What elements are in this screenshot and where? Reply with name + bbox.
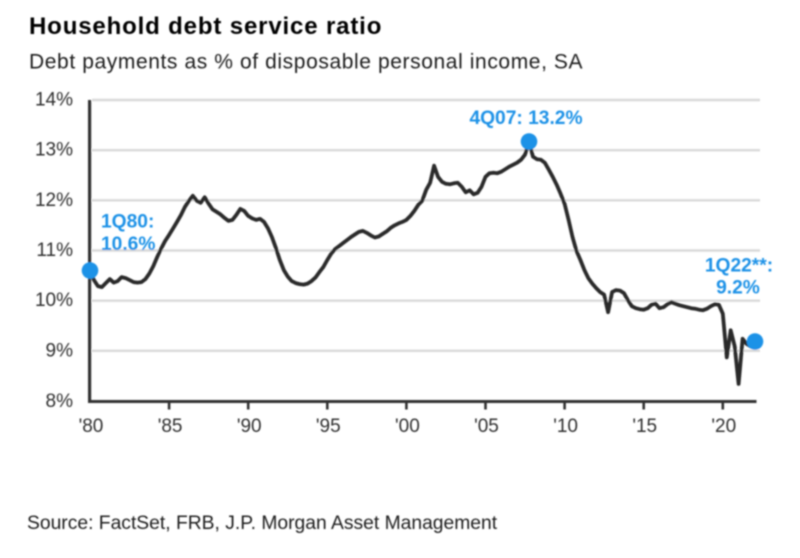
svg-text:8%: 8% [46,391,74,412]
svg-text:Household debt service ratio: Household debt service ratio [29,13,382,40]
svg-text:Debt payments as % of disposab: Debt payments as % of disposable persona… [29,51,583,74]
svg-text:'00: '00 [395,416,420,437]
svg-text:11%: 11% [36,240,73,261]
svg-text:'90: '90 [237,416,262,437]
svg-text:'80: '80 [79,416,104,437]
svg-text:'05: '05 [474,416,499,437]
svg-text:10%: 10% [35,290,73,311]
svg-text:4Q07: 13.2%: 4Q07: 13.2% [469,108,582,129]
svg-text:9%: 9% [46,340,74,361]
svg-text:'15: '15 [632,416,657,437]
svg-text:9.2%: 9.2% [716,278,760,299]
svg-text:'85: '85 [158,416,183,437]
svg-text:'10: '10 [553,416,578,437]
svg-text:12%: 12% [35,190,73,211]
svg-text:Source: FactSet, FRB, J.P. Mor: Source: FactSet, FRB, J.P. Morgan Asset … [27,513,498,534]
svg-text:1Q22**:: 1Q22**: [705,256,773,277]
svg-text:'95: '95 [316,416,341,437]
svg-text:10.6%: 10.6% [101,234,155,255]
svg-text:14%: 14% [35,90,73,111]
svg-text:'20: '20 [711,416,736,437]
svg-text:1Q80:: 1Q80: [101,212,154,233]
svg-text:13%: 13% [35,140,73,161]
